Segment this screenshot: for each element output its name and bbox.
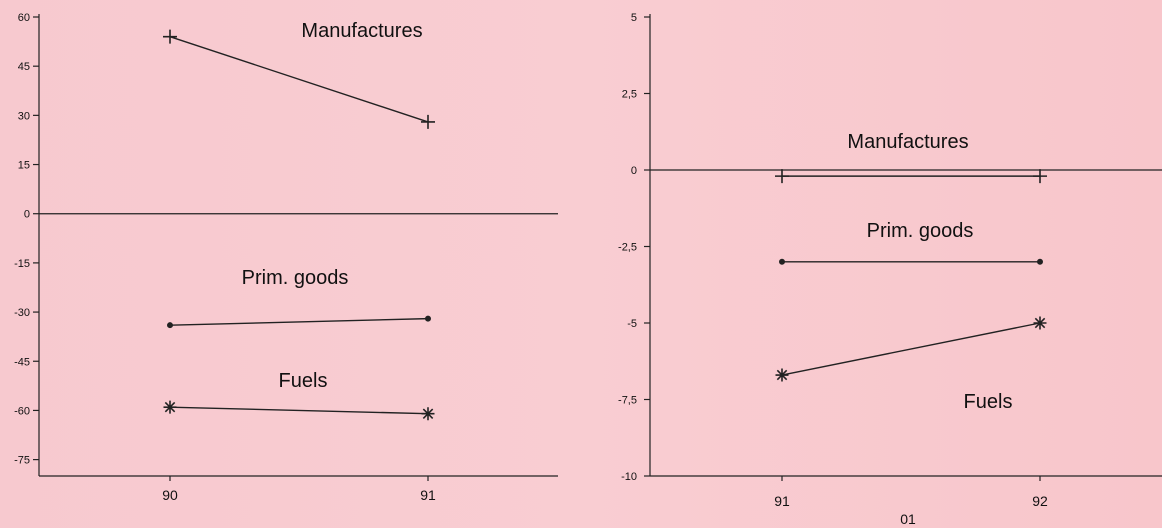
y-tick-label: -75 <box>14 455 30 467</box>
series-fuels: Fuels <box>775 316 1047 413</box>
series-manufactures: Manufactures <box>775 131 1047 184</box>
y-tick-label: 15 <box>18 160 30 172</box>
x-tick-label: 91 <box>420 487 436 503</box>
star-marker <box>421 407 435 421</box>
y-tick-label: -5 <box>627 318 637 330</box>
dot-marker <box>167 322 174 329</box>
y-tick-label: 0 <box>631 165 637 177</box>
y-tick-label: 5 <box>631 12 637 24</box>
y-tick-label: -45 <box>14 356 30 368</box>
series-label-prim-goods: Prim. goods <box>867 220 974 242</box>
y-tick-label: 60 <box>18 12 30 24</box>
series-label-prim-goods: Prim. goods <box>242 267 349 289</box>
y-tick-label: -7,5 <box>618 395 637 407</box>
dot-marker <box>1037 258 1044 265</box>
series-manufactures: Manufactures <box>163 20 435 129</box>
chart-panel-2: 5 2,5 0 -2,5 -5 -7,5 -10 91 92 01 Manufactures Prim… <box>618 12 1162 527</box>
series-line-prim-goods <box>169 317 429 326</box>
y-tick-label: -10 <box>621 471 637 483</box>
x-tick-label: 92 <box>1032 493 1048 509</box>
series-prim-goods: Prim. goods <box>167 267 431 329</box>
x-tick-label: 91 <box>774 493 790 509</box>
y-tick-label: -60 <box>14 405 30 417</box>
series-label-manufactures: Manufactures <box>301 20 422 42</box>
series-fuels: Fuels <box>163 370 435 421</box>
star-marker <box>775 368 789 382</box>
plus-marker <box>421 114 435 129</box>
plus-marker <box>1033 169 1047 184</box>
y-tick-label: -2,5 <box>618 242 637 254</box>
chart-panel-1: 60 45 30 15 0 -15 -30 -45 -60 -75 90 91 Manufactures… <box>14 12 558 503</box>
dot-marker <box>778 258 785 265</box>
y-tick-label: 45 <box>18 61 30 73</box>
series-line-manufactures <box>169 36 429 123</box>
series-label-manufactures: Manufactures <box>847 131 968 153</box>
series-line-fuels <box>169 406 429 415</box>
y-tick-label: 30 <box>18 110 30 122</box>
y-tick-label: -15 <box>14 258 30 270</box>
y-tick-label: 0 <box>24 209 30 221</box>
star-marker <box>163 400 177 414</box>
series-label-fuels: Fuels <box>279 370 328 392</box>
plus-marker <box>163 29 177 44</box>
series-line-fuels <box>781 322 1041 376</box>
series-prim-goods: Prim. goods <box>778 220 1044 265</box>
x-axis-label: 01 <box>900 511 916 527</box>
plus-marker <box>775 169 789 184</box>
x-tick-label: 90 <box>162 487 178 503</box>
y-tick-label: -30 <box>14 307 30 319</box>
star-marker <box>1033 316 1047 330</box>
series-label-fuels: Fuels <box>964 391 1013 413</box>
dot-marker <box>424 315 431 322</box>
y-tick-label: 2,5 <box>622 89 637 101</box>
